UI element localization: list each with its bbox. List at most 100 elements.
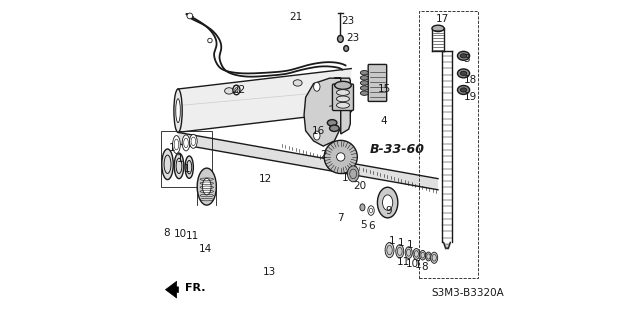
Text: 1: 1: [342, 173, 349, 183]
Ellipse shape: [426, 252, 431, 261]
Ellipse shape: [208, 38, 212, 43]
Ellipse shape: [182, 135, 190, 151]
Ellipse shape: [360, 86, 369, 90]
Ellipse shape: [369, 208, 372, 213]
Ellipse shape: [344, 46, 349, 51]
Text: 11: 11: [186, 231, 199, 241]
Ellipse shape: [413, 249, 420, 259]
Text: 1: 1: [183, 164, 190, 174]
Ellipse shape: [184, 138, 188, 148]
Text: 18: 18: [463, 75, 477, 85]
Text: 9: 9: [385, 205, 392, 216]
Text: 13: 13: [263, 267, 276, 277]
Ellipse shape: [337, 35, 343, 42]
Ellipse shape: [385, 242, 394, 258]
Text: 8: 8: [421, 262, 428, 272]
Text: 1: 1: [388, 236, 396, 246]
Text: 1: 1: [398, 238, 404, 248]
Text: 22: 22: [232, 85, 246, 95]
Text: 11: 11: [396, 256, 410, 267]
Text: 14: 14: [199, 244, 212, 255]
Ellipse shape: [293, 80, 302, 86]
Polygon shape: [178, 132, 438, 190]
Polygon shape: [178, 69, 351, 132]
Ellipse shape: [164, 155, 171, 174]
Text: 6: 6: [369, 221, 375, 232]
Text: 17: 17: [435, 14, 449, 24]
Ellipse shape: [187, 13, 193, 19]
Text: 7: 7: [337, 212, 344, 223]
Ellipse shape: [337, 96, 349, 102]
Ellipse shape: [378, 187, 398, 218]
Ellipse shape: [383, 195, 393, 210]
Ellipse shape: [225, 88, 234, 94]
Ellipse shape: [327, 120, 337, 126]
Ellipse shape: [348, 166, 359, 182]
Ellipse shape: [432, 25, 444, 32]
Ellipse shape: [235, 88, 238, 92]
Ellipse shape: [191, 137, 196, 145]
Ellipse shape: [405, 247, 412, 258]
Ellipse shape: [360, 91, 369, 95]
Text: 4: 4: [380, 116, 387, 126]
FancyBboxPatch shape: [368, 64, 387, 101]
Ellipse shape: [360, 204, 365, 211]
Text: 10: 10: [174, 229, 187, 240]
Ellipse shape: [349, 169, 356, 179]
Ellipse shape: [460, 88, 467, 92]
Text: 1: 1: [406, 240, 413, 250]
Ellipse shape: [189, 134, 197, 148]
Ellipse shape: [174, 89, 182, 132]
Text: 23: 23: [342, 16, 355, 26]
Ellipse shape: [174, 139, 179, 150]
Ellipse shape: [368, 206, 374, 215]
Text: 21: 21: [289, 11, 303, 22]
Text: 15: 15: [378, 84, 390, 94]
Ellipse shape: [187, 160, 192, 174]
Text: 20: 20: [353, 181, 367, 191]
Ellipse shape: [387, 246, 392, 255]
Ellipse shape: [431, 252, 438, 263]
Ellipse shape: [335, 81, 351, 89]
Ellipse shape: [337, 102, 349, 108]
Ellipse shape: [427, 254, 430, 259]
Ellipse shape: [360, 81, 369, 85]
Ellipse shape: [314, 131, 320, 140]
Text: 23: 23: [346, 33, 360, 43]
Circle shape: [337, 153, 345, 161]
Ellipse shape: [176, 158, 182, 174]
Circle shape: [324, 140, 357, 174]
Ellipse shape: [414, 251, 419, 257]
Polygon shape: [334, 78, 350, 134]
Text: 2: 2: [320, 150, 326, 160]
Ellipse shape: [460, 54, 467, 58]
Ellipse shape: [460, 71, 467, 76]
Bar: [419, 11, 478, 278]
Ellipse shape: [360, 70, 369, 75]
Text: 12: 12: [259, 174, 273, 184]
Ellipse shape: [176, 99, 180, 122]
Ellipse shape: [185, 156, 193, 178]
Ellipse shape: [432, 254, 436, 261]
Text: 1: 1: [415, 260, 422, 271]
Ellipse shape: [396, 245, 404, 258]
Text: S3M3-B3320A: S3M3-B3320A: [431, 288, 504, 298]
Ellipse shape: [233, 85, 240, 95]
Text: FR.: FR.: [185, 283, 205, 293]
Text: B-33-60: B-33-60: [370, 144, 425, 156]
Ellipse shape: [421, 252, 424, 258]
Ellipse shape: [174, 153, 184, 179]
Text: 5: 5: [360, 220, 367, 230]
Ellipse shape: [173, 136, 180, 153]
Text: 1: 1: [170, 143, 176, 153]
Ellipse shape: [406, 249, 411, 256]
Text: 8: 8: [163, 228, 170, 238]
Ellipse shape: [458, 85, 470, 94]
Ellipse shape: [360, 76, 369, 80]
Ellipse shape: [458, 69, 470, 78]
FancyBboxPatch shape: [332, 84, 353, 111]
Ellipse shape: [397, 247, 402, 256]
Text: 3: 3: [463, 54, 470, 64]
Ellipse shape: [420, 250, 426, 260]
Ellipse shape: [330, 125, 339, 131]
